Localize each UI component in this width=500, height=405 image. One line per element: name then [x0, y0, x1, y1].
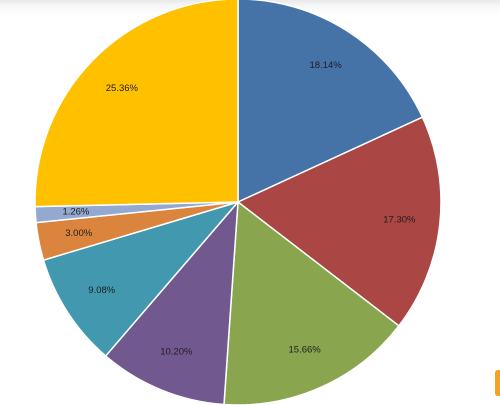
pie-slice-4 [104, 201, 239, 405]
slice-label-6: 3.00% [65, 228, 92, 239]
slice-label-7: 1.26% [62, 207, 89, 218]
pie-slice-5 [42, 201, 239, 357]
slice-label-3: 15.66% [289, 345, 322, 356]
slice-label-5: 9.08% [88, 285, 115, 296]
pie-slice-2 [237, 116, 442, 327]
slice-label-4: 10.20% [160, 347, 193, 358]
pie-data-labels: 18.14% 17.30% 15.66% 10.20% 9.08% 3.00% 1.26% 2… [62, 60, 416, 358]
pie-slices [34, 0, 442, 405]
corner-accent [495, 370, 500, 396]
slice-label-1: 18.14% [310, 60, 343, 71]
pie-slice-8 [34, 0, 239, 208]
slice-label-2: 17.30% [383, 215, 416, 226]
slice-label-8: 25.36% [106, 83, 139, 94]
pie-slice-1 [237, 0, 424, 203]
